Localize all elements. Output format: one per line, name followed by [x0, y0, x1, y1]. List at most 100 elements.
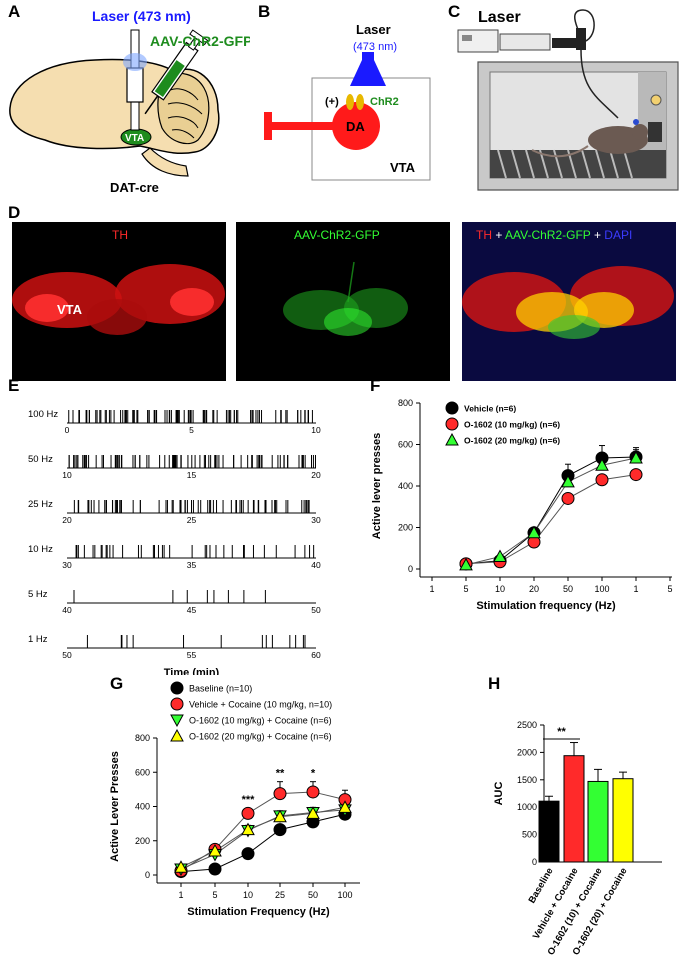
significance-marker: **	[276, 768, 285, 780]
legend-label: O-1602 (20 mg/kg) + Cocaine (n=6)	[189, 732, 332, 742]
panel-label-d: D	[8, 203, 21, 222]
raster-x-axis-label: Time (min)	[164, 667, 220, 675]
panel-label-g: G	[110, 674, 124, 693]
panel-label-a: A	[8, 2, 21, 21]
legend-label: O-1602 (20 mg/kg) (n=6)	[464, 436, 560, 446]
x-tick-label: 10	[495, 584, 505, 594]
brainstem	[141, 147, 189, 177]
significance-marker: ***	[242, 794, 256, 806]
legend-label: Baseline (n=10)	[189, 684, 252, 694]
legend-marker	[170, 697, 184, 711]
data-point	[174, 860, 188, 873]
y-tick-label: 600	[398, 440, 413, 450]
data-point	[241, 847, 255, 861]
panel-label-h: H	[488, 674, 501, 693]
chart-g-lever-presses: 0 200 400 600 800 1 5 10 25 50 100 Stimulation Freq…	[109, 681, 360, 918]
raster-tick-label: 20	[62, 515, 72, 525]
laser-label: Laser	[356, 22, 391, 37]
raster-tick-label: 15	[187, 470, 197, 480]
panel-b-neuron-schematic: Laser (473 nm) (+) ChR2 DA VTA	[264, 22, 431, 181]
axon-bar	[272, 122, 334, 130]
data-point	[527, 525, 541, 539]
raster-tick-label: 40	[311, 560, 321, 570]
legend-marker	[170, 681, 184, 695]
y-tick-label: 2000	[517, 747, 537, 757]
x-axis-label: Stimulation Frequency (Hz)	[187, 906, 330, 918]
legend-marker	[445, 417, 459, 431]
data-point	[241, 806, 255, 820]
legend-label: Vehicle (n=6)	[464, 404, 516, 414]
data-point	[561, 474, 575, 488]
micrograph-vta-label: VTA	[57, 302, 83, 317]
raster-tick-label: 10	[62, 470, 72, 480]
raster-tick-label: 30	[311, 515, 321, 525]
x-tick-label: 1	[178, 890, 183, 900]
chr2-channel-left	[346, 94, 354, 110]
x-tick-label: 1	[633, 584, 638, 594]
syringe-icon	[144, 29, 209, 115]
series-line	[180, 813, 346, 873]
data-point	[306, 785, 320, 799]
x-tick-label: 1	[429, 584, 434, 594]
series-line	[180, 809, 346, 870]
raster-row-label: 100 Hz	[28, 409, 58, 420]
mouse-line-label: DAT-cre	[110, 180, 159, 195]
y-axis-label: Active lever presses	[371, 433, 383, 539]
legend-label: O-1602 (10 mg/kg) (n=6)	[464, 420, 560, 430]
bar	[587, 780, 609, 863]
legend-marker	[445, 401, 459, 415]
raster-tick-label: 55	[187, 650, 197, 660]
y-tick-label: 800	[398, 398, 413, 408]
y-tick-label: 600	[135, 767, 150, 777]
y-axis-label: AUC	[493, 782, 505, 806]
bar	[538, 800, 560, 863]
panel-c-operant-chamber: Laser	[457, 9, 679, 191]
vta-box-label: VTA	[390, 160, 416, 175]
panel-a-brain-schematic: VTA Laser (473 nm) AAV-ChR2-GFP DAT-cre	[9, 8, 250, 195]
data-point	[629, 450, 643, 464]
chart-e-raster: 100 Hz 0 5 10 50 Hz 10 15 20 25 Hz 20 25 30 10 Hz 30 3…	[28, 409, 321, 675]
cerebellum	[157, 72, 210, 145]
commutator-icon	[576, 28, 586, 50]
raster-row-label: 5 Hz	[28, 589, 48, 600]
axon-terminal	[264, 112, 272, 140]
y-tick-label: 200	[135, 836, 150, 846]
raster-tick-label: 45	[187, 605, 197, 615]
series-line	[180, 806, 346, 868]
raster-tick-label: 35	[187, 560, 197, 570]
raster-row-label: 25 Hz	[28, 499, 53, 510]
legend-marker	[170, 714, 184, 728]
y-tick-label: 0	[145, 870, 150, 880]
data-point	[595, 473, 609, 487]
raster-row-label: 10 Hz	[28, 544, 53, 555]
panel-label-f: F	[370, 376, 381, 395]
raster-tick-label: 40	[62, 605, 72, 615]
y-tick-label: 400	[398, 481, 413, 491]
micrograph-th: TH VTA	[12, 222, 226, 381]
series-line	[465, 474, 637, 565]
raster-tick-label: 60	[311, 650, 321, 660]
raster-tick-label: 10	[311, 425, 321, 435]
chart-f-lever-presses: 0 200 400 600 800 1 5 10 20 50 100 1 5 Stimulation fr…	[371, 398, 673, 612]
x-tick-label: 50	[563, 584, 573, 594]
plus-label: (+)	[325, 96, 339, 108]
da-label: DA	[346, 119, 365, 134]
y-tick-label: 0	[532, 857, 537, 867]
y-tick-label: 1000	[517, 802, 537, 812]
data-point	[493, 549, 507, 563]
fiber-ferrule	[126, 67, 144, 103]
x-tick-label: 5	[463, 584, 468, 594]
raster-tick-label: 25	[187, 515, 197, 525]
laser-cone-icon	[350, 60, 386, 86]
raster-row-label: 50 Hz	[28, 454, 53, 465]
x-tick-label: 10	[243, 890, 253, 900]
micrograph-gfp-label: AAV-ChR2-GFP	[294, 228, 380, 242]
raster-tick-label: 50	[62, 650, 72, 660]
raster-tick-label: 5	[189, 425, 194, 435]
micrograph-th-label: TH	[112, 228, 128, 242]
panel-label-e: E	[8, 376, 20, 395]
panel-label-c: C	[448, 2, 461, 21]
y-tick-label: 200	[398, 523, 413, 533]
wavelength-label: (473 nm)	[353, 41, 397, 53]
